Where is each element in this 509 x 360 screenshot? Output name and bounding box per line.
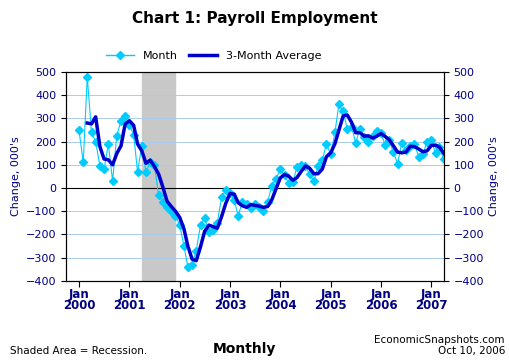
Y-axis label: Change, 000's: Change, 000's — [489, 136, 498, 216]
Text: Jan: Jan — [119, 288, 139, 301]
Text: 2006: 2006 — [364, 300, 397, 312]
Text: Jan: Jan — [269, 288, 290, 301]
Text: 2002: 2002 — [163, 300, 195, 312]
Text: 2003: 2003 — [213, 300, 246, 312]
Text: 2001: 2001 — [113, 300, 146, 312]
Y-axis label: Change, 000's: Change, 000's — [11, 136, 20, 216]
Text: EconomicSnapshots.com
Oct 10, 2006: EconomicSnapshots.com Oct 10, 2006 — [374, 335, 504, 356]
Bar — [142, 72, 175, 281]
Text: Jan: Jan — [370, 288, 390, 301]
Text: Jan: Jan — [320, 288, 341, 301]
Text: Chart 1: Payroll Employment: Chart 1: Payroll Employment — [132, 11, 377, 26]
Text: 2007: 2007 — [414, 300, 447, 312]
Text: 2004: 2004 — [264, 300, 296, 312]
Text: Jan: Jan — [69, 288, 89, 301]
Text: Jan: Jan — [219, 288, 240, 301]
Text: 51: 51 — [0, 359, 1, 360]
Text: Monthly: Monthly — [213, 342, 276, 356]
Text: Jan: Jan — [169, 288, 190, 301]
Text: 2005: 2005 — [314, 300, 346, 312]
Text: Shaded Area = Recession.: Shaded Area = Recession. — [10, 346, 147, 356]
Text: Jan: Jan — [420, 288, 441, 301]
Line: Month: Month — [76, 73, 455, 270]
Text: 2000: 2000 — [63, 300, 95, 312]
Line: 3-Month Average: 3-Month Average — [87, 115, 451, 261]
Legend: Month, 3-Month Average: Month, 3-Month Average — [102, 46, 325, 65]
